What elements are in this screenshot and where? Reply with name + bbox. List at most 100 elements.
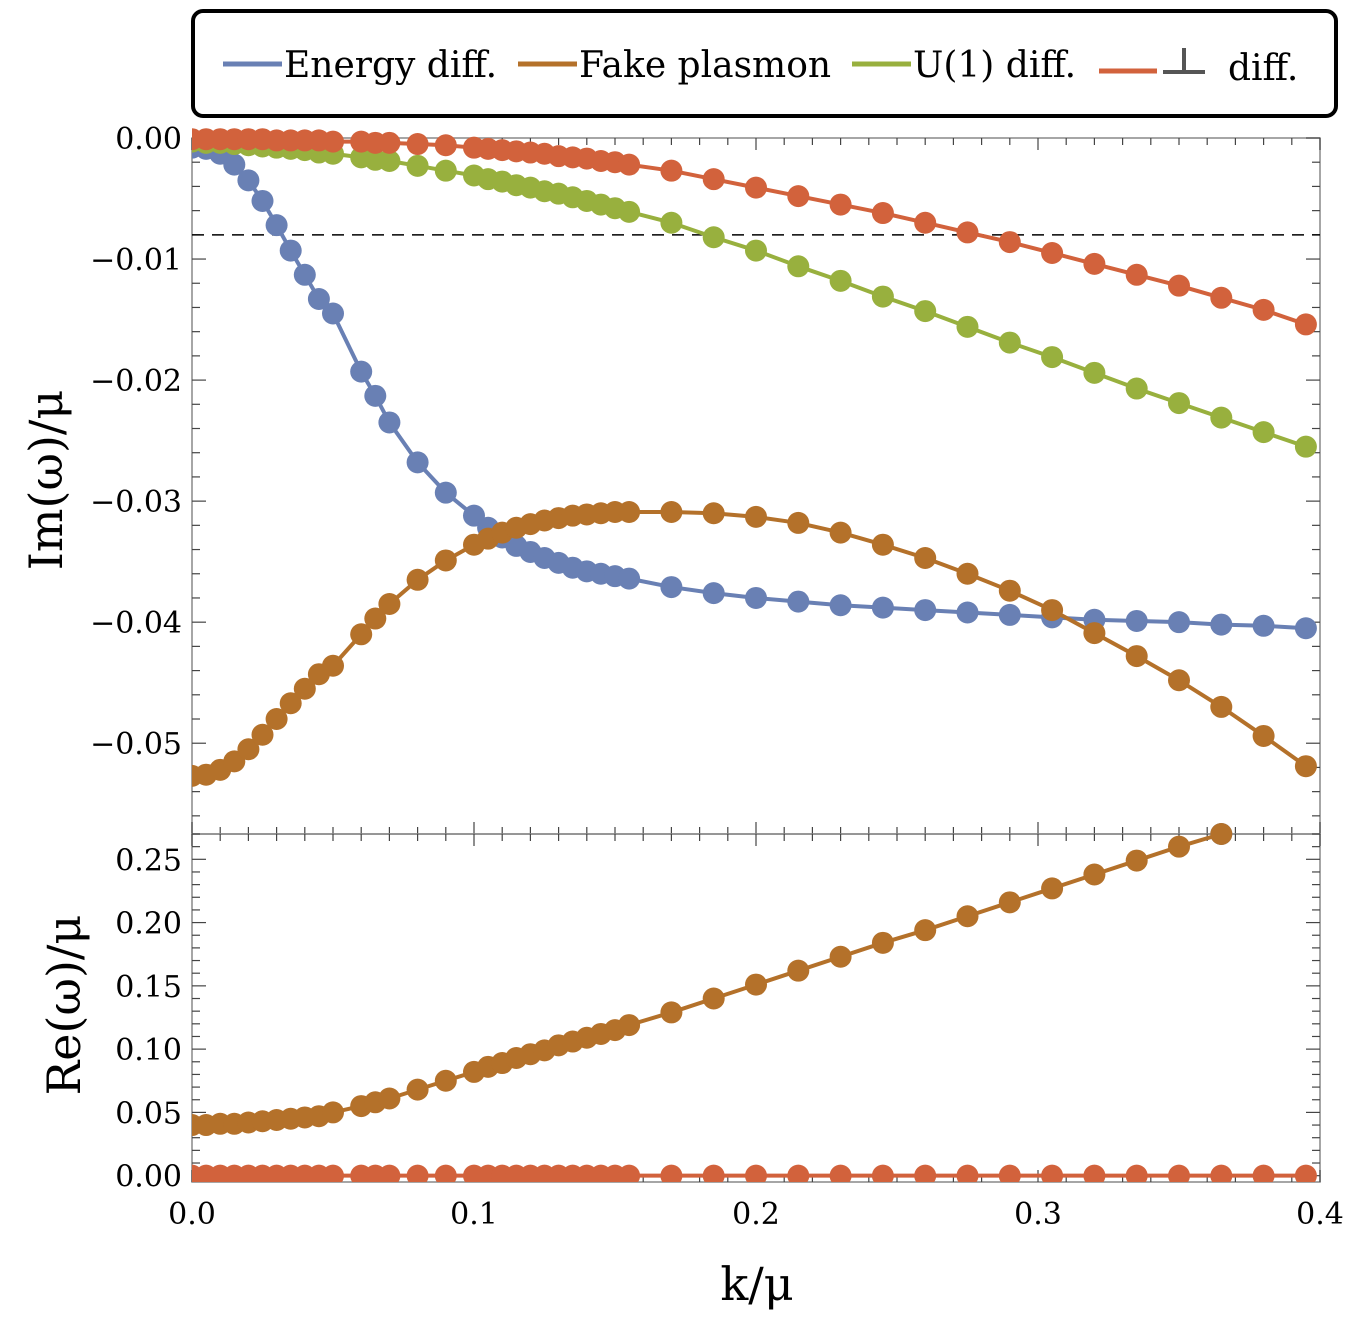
y-axis-label-bottom: Re(ω)/μ	[37, 915, 91, 1096]
data-point-energy-diff	[914, 599, 937, 622]
data-point-energy-diff	[434, 481, 457, 504]
data-point-u-1-diff	[914, 300, 937, 323]
y-axis-label-top: Im(ω)/μ	[19, 390, 73, 571]
data-point-fake-plasmon	[745, 973, 767, 996]
legend-label-plasmon: Fake plasmon	[579, 45, 831, 86]
data-point-u-1-diff	[618, 200, 641, 223]
data-point-fake-plasmon	[745, 505, 767, 528]
data-point-energy-diff	[223, 153, 246, 176]
data-point-u-1-diff	[1210, 406, 1233, 429]
data-point-diff	[956, 1164, 979, 1182]
data-point-fake-plasmon	[871, 533, 894, 556]
data-point-u-1-diff	[660, 211, 683, 234]
data-point-energy-diff	[1125, 609, 1148, 632]
data-point-fake-plasmon	[1041, 599, 1064, 622]
data-point-u-1-diff	[1083, 361, 1106, 384]
data-point-diff	[406, 133, 429, 156]
data-point-u-1-diff	[702, 226, 725, 249]
data-point-diff	[1125, 1164, 1148, 1182]
data-point-fake-plasmon	[265, 708, 288, 731]
data-point-u-1-diff	[871, 285, 894, 308]
data-point-diff	[914, 1164, 937, 1182]
data-point-diff	[1294, 313, 1317, 336]
data-point-fake-plasmon	[322, 654, 344, 677]
data-point-diff	[434, 134, 457, 157]
legend-label-perp: diff.	[1228, 48, 1298, 89]
data-point-energy-diff	[829, 594, 852, 617]
y-tick-label: 0.20	[115, 907, 182, 942]
data-point-fake-plasmon	[293, 677, 316, 700]
legend-box	[191, 9, 1338, 118]
data-point-fake-plasmon	[618, 1014, 641, 1037]
series-group	[192, 823, 1317, 1182]
y-tick-label: −0.03	[90, 485, 182, 520]
data-point-diff	[1210, 286, 1233, 309]
y-tick-label: 0.00	[115, 122, 182, 157]
data-point-diff	[378, 1164, 401, 1182]
data-point-diff	[1294, 1164, 1317, 1182]
data-point-fake-plasmon	[378, 1087, 401, 1110]
x-tick-label: 0.0	[168, 1197, 216, 1232]
data-point-fake-plasmon	[322, 1101, 344, 1124]
data-point-u-1-diff	[406, 154, 429, 177]
data-point-diff	[660, 159, 683, 182]
y-tick-label: 0.25	[115, 843, 182, 878]
data-point-diff	[1168, 274, 1190, 297]
data-point-u-1-diff	[1252, 421, 1275, 444]
data-point-fake-plasmon	[660, 501, 683, 524]
data-point-diff	[660, 1164, 683, 1182]
perp-icon	[1163, 48, 1205, 74]
legend: Energy diff. Fake plasmon U(1) diff. dif…	[191, 9, 1338, 118]
data-point-u-1-diff	[378, 149, 401, 172]
x-tick-label: 0.3	[1014, 1197, 1062, 1232]
y-tick-label: −0.02	[90, 364, 182, 399]
data-point-fake-plasmon	[1041, 877, 1064, 900]
series-group	[192, 128, 1317, 787]
data-point-u-1-diff	[998, 331, 1021, 354]
data-point-energy-diff	[787, 590, 810, 613]
data-point-u-1-diff	[434, 159, 457, 182]
data-point-diff	[998, 1164, 1021, 1182]
data-point-fake-plasmon	[434, 549, 457, 572]
y-tick-label: 0.10	[115, 1033, 182, 1068]
data-point-diff	[787, 1164, 810, 1182]
data-point-fake-plasmon	[829, 945, 852, 968]
data-point-diff	[871, 1164, 894, 1182]
data-point-energy-diff	[998, 603, 1021, 626]
data-point-diff	[914, 211, 937, 234]
data-point-energy-diff	[702, 582, 725, 605]
data-point-fake-plasmon	[702, 502, 725, 525]
data-point-energy-diff	[871, 596, 894, 619]
data-point-fake-plasmon	[1083, 622, 1106, 645]
data-point-diff	[618, 153, 641, 176]
data-point-diff	[434, 1164, 457, 1182]
data-point-energy-diff	[956, 601, 979, 624]
y-tick-label: 0.15	[115, 970, 182, 1005]
data-point-fake-plasmon	[434, 1069, 457, 1092]
data-point-fake-plasmon	[702, 987, 725, 1010]
data-point-fake-plasmon	[998, 579, 1021, 602]
bottom-panel: 0.00 0.05 0.10 0.15 0.20 0.25 0.0 0.1 0.2 0.3 0.4	[115, 823, 1344, 1232]
data-point-fake-plasmon	[829, 521, 852, 544]
data-point-diff	[1083, 1164, 1106, 1182]
data-point-diff	[378, 131, 401, 154]
data-point-u-1-diff	[1041, 346, 1064, 369]
data-point-u-1-diff	[1168, 392, 1190, 415]
data-point-diff	[745, 176, 767, 199]
data-point-fake-plasmon	[406, 568, 429, 591]
data-point-u-1-diff	[829, 269, 852, 292]
data-point-fake-plasmon	[406, 1078, 429, 1101]
data-point-u-1-diff	[1125, 377, 1148, 400]
data-point-diff	[956, 221, 979, 244]
data-point-diff	[702, 1164, 725, 1182]
data-point-energy-diff	[279, 239, 302, 262]
data-point-energy-diff	[293, 263, 316, 286]
data-point-fake-plasmon	[237, 738, 260, 761]
y-tick-label: −0.01	[90, 243, 182, 278]
data-point-energy-diff	[364, 384, 387, 407]
data-point-fake-plasmon	[1125, 645, 1148, 668]
data-point-energy-diff	[1294, 617, 1317, 640]
y-tick-label: −0.05	[90, 727, 182, 762]
x-tick-label: 0.4	[1296, 1197, 1344, 1232]
